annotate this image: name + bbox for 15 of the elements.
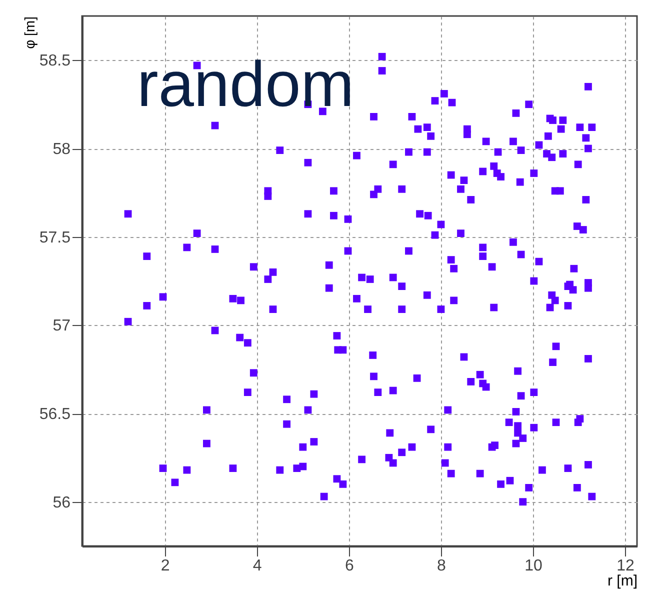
y-axis-title: φ [m] bbox=[21, 16, 38, 49]
x-tick-label: 4 bbox=[252, 558, 262, 574]
x-tick-label: 12 bbox=[616, 558, 635, 574]
annotation: random bbox=[137, 48, 354, 120]
x-axis-title: r [m] bbox=[608, 572, 638, 590]
y-tick-label: 58.5 bbox=[39, 52, 71, 70]
y-tick-label: 57 bbox=[52, 318, 71, 335]
x-tick-label: 2 bbox=[160, 558, 170, 574]
y-tick-label: 57.5 bbox=[39, 229, 71, 246]
x-tick-label: 6 bbox=[344, 558, 354, 574]
x-tick-label: 8 bbox=[437, 558, 446, 574]
y-tick-label: 56.5 bbox=[39, 406, 71, 423]
y-tick-label: 58 bbox=[52, 141, 71, 158]
y-tick-label: 56 bbox=[52, 494, 71, 512]
x-tick-label: 10 bbox=[524, 558, 542, 574]
